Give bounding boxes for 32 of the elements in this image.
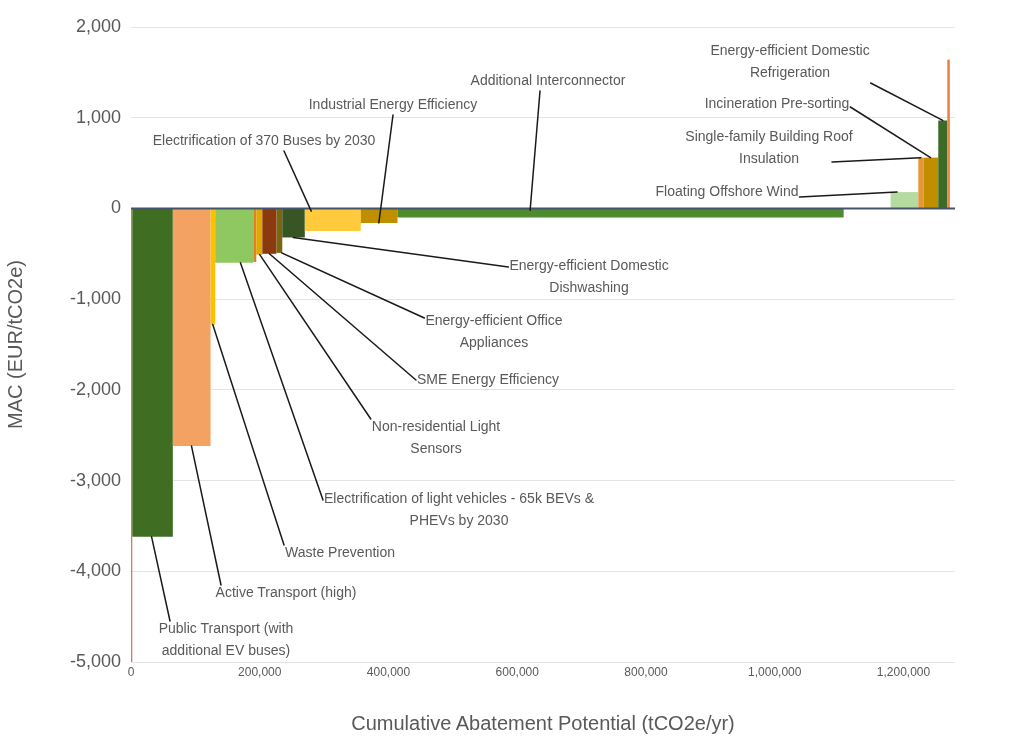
annotation: Active Transport (high) [215, 583, 357, 600]
annotation: Waste Prevention [285, 543, 395, 560]
y-axis-title: MAC (EUR/tCO2e) [3, 260, 26, 429]
annotation: Industrial Energy Efficiency [308, 95, 478, 112]
y-tick-label: -4,000 [69, 560, 121, 581]
annotation: Additional Interconnector [470, 71, 626, 88]
annotation: Electrification of light vehicles - 65k BEVs & PHEVs by 2030 [323, 489, 595, 528]
y-tick-label: -5,000 [69, 650, 121, 671]
annotation: SME Energy Efficiency [416, 370, 560, 387]
y-tick-label: 0 [110, 197, 121, 218]
y-tick-label: 2,000 [75, 15, 121, 36]
y-tick-label: -3,000 [69, 469, 121, 490]
x-axis-title: Cumulative Abatement Potential (tCO2e/yr) [351, 711, 735, 734]
x-tick-label: 1,000,000 [748, 664, 802, 679]
annotation: Energy-efficient Office Appliances [425, 311, 563, 350]
annotation: Incineration Pre-sorting [704, 94, 850, 111]
y-tick-label: -1,000 [69, 288, 121, 309]
x-tick-label: 400,000 [366, 664, 411, 679]
annotation: Non-residential Light Sensors [371, 417, 501, 456]
x-tick-label: 600,000 [495, 664, 540, 679]
x-tick-label: 800,000 [624, 664, 669, 679]
x-tick-label: 1,200,000 [876, 664, 931, 679]
annotation: Electrification of 370 Buses by 2030 [152, 131, 376, 148]
y-tick-label: -2,000 [69, 378, 121, 399]
annotation: Single-family Building Roof Insulation [685, 127, 853, 166]
y-tick-label: 1,000 [75, 106, 121, 127]
x-tick-label: 0 [127, 664, 135, 679]
annotation: Public Transport (with additional EV buses) [158, 619, 294, 658]
annotation: Energy-efficient Domestic Dishwashing [509, 256, 669, 295]
annotation: Energy-efficient Domestic Refrigeration [710, 41, 870, 80]
x-tick-label: 200,000 [238, 664, 282, 679]
annotation: Floating Offshore Wind [655, 182, 799, 199]
